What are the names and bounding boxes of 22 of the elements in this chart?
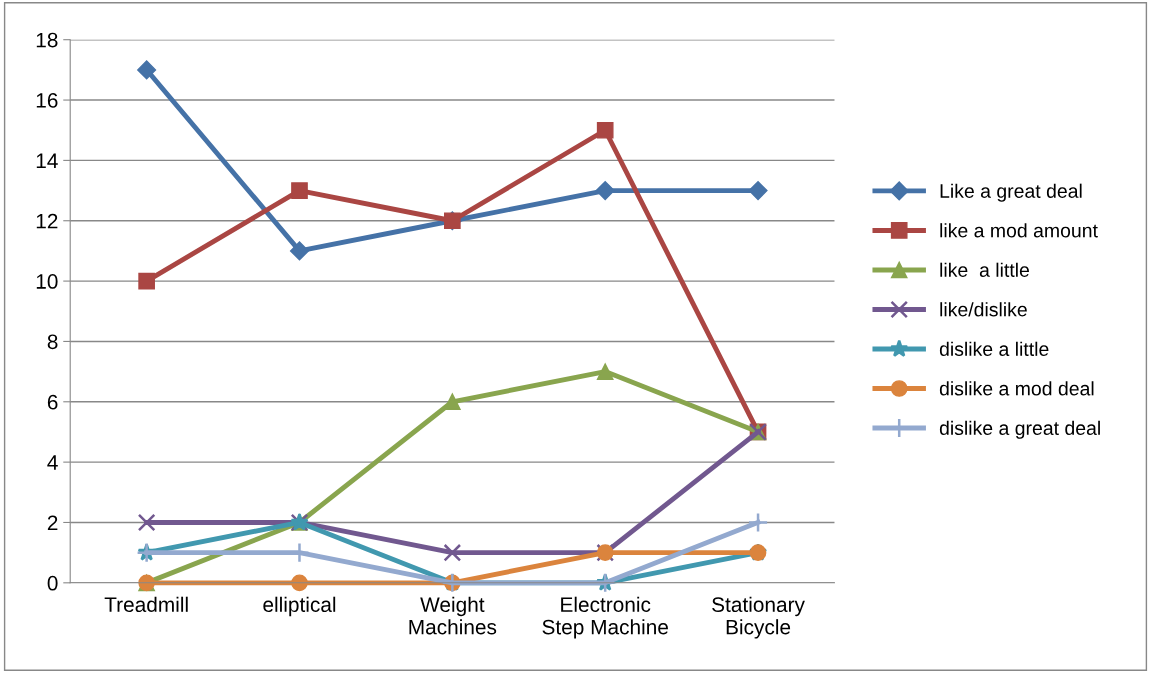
- y-tick-label: 14: [36, 153, 58, 168]
- x-tick-label: Electronic Step Machine: [542, 596, 668, 639]
- y-tick-label: 4: [47, 455, 58, 470]
- legend-label: dislike a great deal: [939, 420, 1100, 439]
- x-tick-label: elliptical: [263, 596, 336, 617]
- y-tick-label: 8: [47, 334, 58, 350]
- x-tick-label: Treadmill: [104, 596, 188, 613]
- x-tick-label: Stationary Bicycle: [712, 596, 805, 639]
- y-tick-label: 18: [36, 32, 58, 48]
- legend-label: like a little: [940, 262, 1029, 277]
- y-tick-label: 0: [47, 575, 58, 591]
- y-tick-label: 6: [47, 394, 58, 410]
- y-tick-label: 10: [36, 274, 58, 289]
- legend-label: Like a great deal: [940, 183, 1082, 202]
- legend-label: like/dislike: [940, 302, 1027, 317]
- legend-label: like a mod amount: [940, 223, 1098, 238]
- y-tick-label: 2: [47, 515, 58, 531]
- legend-label: dislike a mod deal: [939, 381, 1094, 396]
- legend-label: dislike a little: [939, 341, 1049, 356]
- y-tick-label: 12: [36, 213, 58, 229]
- x-tick-label: Weight Machines: [409, 596, 497, 635]
- y-tick-label: 16: [36, 93, 58, 108]
